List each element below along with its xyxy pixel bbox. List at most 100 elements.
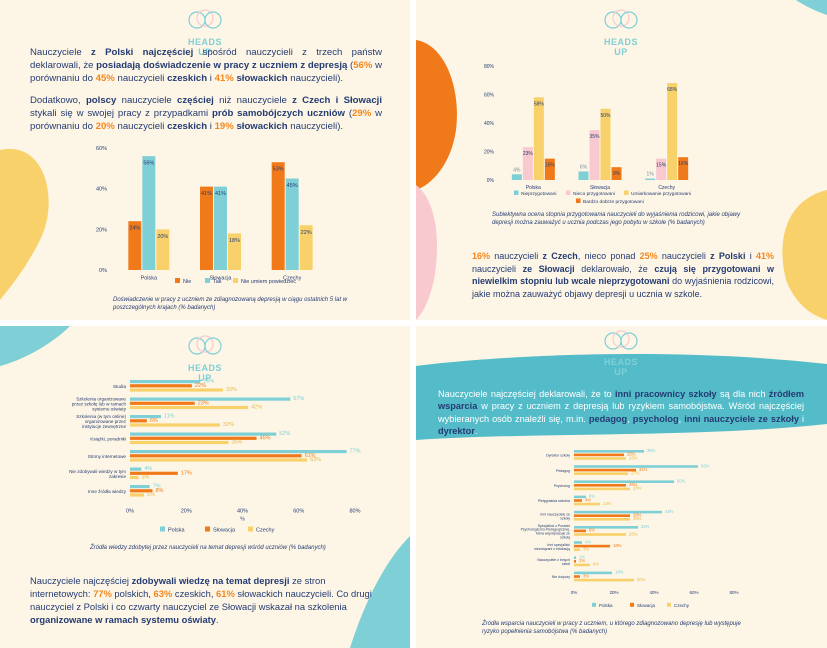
data-label: 58% [534, 101, 545, 107]
category-label: Nie dotyczy [552, 575, 570, 579]
bar [578, 171, 589, 180]
y-tick-label: 20% [484, 150, 495, 156]
bar [130, 415, 161, 419]
x-tick-label: Polska [526, 185, 541, 191]
data-label: 27% [631, 471, 640, 476]
x-tick-label: 60% [293, 509, 304, 515]
category-label: szkołą [560, 535, 570, 539]
data-label: 5% [147, 492, 155, 498]
bar [574, 529, 586, 533]
bar [574, 450, 644, 453]
bar [574, 510, 662, 514]
bar [200, 186, 213, 270]
data-label: 45% [260, 435, 271, 441]
bar [128, 221, 142, 270]
bar [130, 440, 229, 445]
data-label: 50% [677, 479, 686, 484]
data-label: 7% [153, 484, 161, 490]
bar [574, 518, 630, 521]
legend-swatch [205, 526, 210, 532]
chart-knowledge-sources: Studia 25%22% 33% Szkolenia organizowaneprz… [69, 379, 361, 534]
logo-head-icon [188, 335, 222, 355]
bar [574, 563, 590, 567]
data-label: 23% [523, 151, 534, 157]
data-label: 30% [637, 577, 646, 582]
data-label: 6% [150, 418, 158, 424]
x-tick-label: 0% [571, 590, 578, 595]
category-label: która współpracuje ze [536, 532, 570, 536]
data-label: 24% [129, 226, 140, 232]
bar [299, 225, 313, 270]
data-label: 4% [513, 167, 521, 173]
bar [130, 405, 249, 410]
chart-caption: Subiektywna ocena stopnia przygotowania … [492, 212, 741, 226]
bar [574, 502, 600, 506]
y-tick-label: 60% [484, 93, 495, 99]
x-tick-label: 40% [237, 509, 248, 515]
bar [574, 556, 576, 559]
legend-label: Słowacja [213, 528, 236, 534]
chart-experience: 0% 20% 40% 60% 24% 56% 20% Polska 41% 41% 18% Słowa… [96, 146, 313, 285]
data-label: 19% [615, 570, 624, 575]
data-label: 4% [144, 466, 152, 472]
legend-swatch [175, 278, 180, 283]
bar [611, 167, 622, 180]
data-label: 22% [301, 230, 312, 236]
x-tick-label: 60% [689, 590, 698, 595]
paragraph: 16% nauczycieli z Czech, nieco ponad 25%… [472, 251, 774, 299]
data-label: 8% [156, 488, 164, 494]
bar [678, 157, 689, 180]
data-label: 15% [545, 163, 556, 169]
bar [285, 178, 299, 270]
bar [130, 450, 347, 454]
category-label: organizowane przez [85, 419, 127, 424]
category-label: Specjaliści z Poradni [538, 524, 571, 528]
chart-preparedness: 0% 20% 40% 60% 80% 4% 23% 58% 15% Polska 6% 35% 50% 9… [484, 64, 691, 205]
x-tick-label: Polska [141, 276, 158, 282]
data-label: 28% [633, 513, 642, 518]
legend-label: Nie [183, 279, 191, 285]
decor-shapes [416, 0, 827, 320]
data-label: 33% [226, 387, 237, 393]
bar [130, 454, 302, 458]
y-tick-label: 20% [96, 227, 107, 233]
data-label: 35% [589, 134, 600, 140]
data-label: 4% [585, 497, 591, 502]
bar [130, 384, 192, 388]
logo-text: HEADS UP [603, 37, 638, 57]
category-label: Psycholog [554, 484, 570, 488]
chart-support-sources: Dyrektor szkoły35%25%26%Pedagog62%31%27%… [521, 448, 739, 608]
data-label: 18% [229, 238, 240, 244]
bar [574, 560, 576, 563]
data-label: 28% [633, 516, 642, 521]
bar [574, 571, 612, 575]
category-label: szkoły [560, 516, 570, 520]
data-label: 62% [701, 463, 710, 468]
bar [574, 468, 636, 472]
bar [522, 147, 533, 180]
bar [574, 578, 634, 582]
legend-swatch [667, 602, 671, 607]
legend-label: Czechy [256, 528, 275, 534]
x-tick-label: Czechy [283, 276, 302, 282]
data-label: 8% [593, 562, 599, 567]
data-label: 1% [579, 558, 585, 563]
category-label: Strony internetowe [88, 454, 127, 459]
x-tick-label: Słowacja [209, 276, 232, 282]
category-label: Nauczyciele z innych [537, 558, 570, 562]
bar [574, 514, 630, 517]
logo-text: HEADS UP [187, 363, 222, 383]
bar [130, 419, 147, 423]
data-label: 4% [585, 539, 591, 544]
bar [574, 533, 626, 536]
data-label: 26% [629, 455, 638, 460]
data-label: 6% [589, 494, 595, 499]
data-label: 57% [293, 396, 304, 402]
bar [142, 156, 156, 270]
data-label: 1% [647, 172, 655, 178]
data-label: 35% [231, 440, 242, 446]
category-label: Inne źródła wiedzy [88, 489, 127, 494]
category-label: niezwiązani z edukacją [534, 547, 570, 551]
data-label: 26% [629, 531, 638, 536]
bar [511, 174, 522, 180]
